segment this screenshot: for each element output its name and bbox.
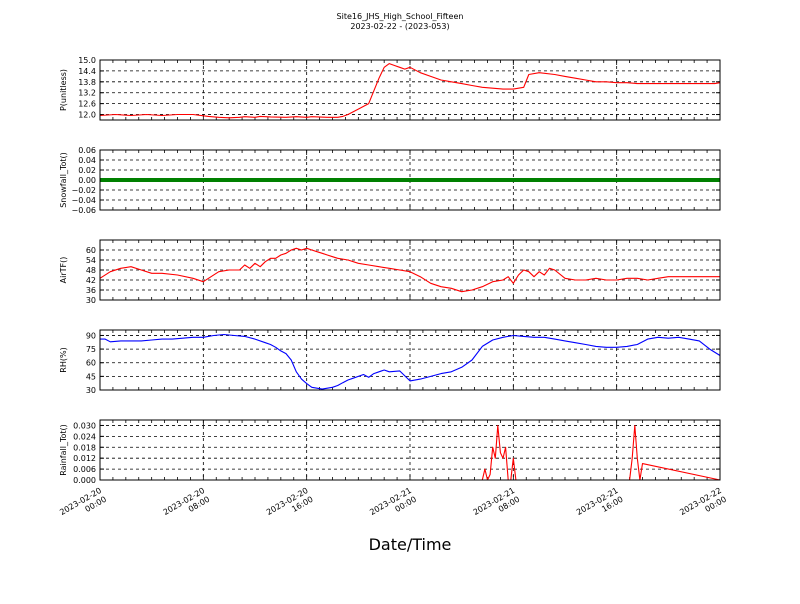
x-tick-label: 2023-02-2108:00 [472, 486, 522, 526]
y-tick-label: 13.8 [78, 78, 96, 87]
y-tick-label: −0.06 [71, 206, 96, 215]
y-tick-label: 0.018 [73, 443, 96, 452]
y-tick-label: 75 [86, 345, 96, 354]
y-axis-label: Rainfall_Tot() [59, 424, 68, 476]
panel-4: 30 45 60 75 90 RH(%) [59, 329, 721, 395]
y-tick-label: 30 [86, 296, 96, 305]
panel-1: 12.0 12.6 13.2 13.8 14.4 15.0 P(unitless) [59, 56, 721, 121]
y-tick-label: 90 [86, 331, 96, 340]
panel-2: −0.06−0.04−0.020.000.020.040.06 Snowfall_… [59, 146, 721, 215]
y-tick-label: 60 [86, 246, 96, 255]
panel-frame [99, 419, 721, 481]
y-tick-label: 30 [86, 386, 96, 395]
series-line-4 [100, 333, 721, 390]
y-tick-label: 13.2 [78, 89, 96, 98]
x-tick-label: 2023-02-2000:00 [58, 486, 108, 526]
y-tick-label: −0.02 [71, 186, 96, 195]
y-tick-label: 42 [86, 276, 96, 285]
y-tick-label: 0.012 [73, 454, 96, 463]
chart-subtitle: 2023-02-22 - (2023-053) [350, 22, 449, 31]
y-axis-label: P(unitless) [59, 69, 68, 111]
x-tick-label: 2023-02-2008:00 [162, 486, 212, 526]
series-line-3 [99, 247, 720, 293]
y-tick-label: 0.06 [78, 146, 96, 155]
y-axis-label: AirTF() [59, 257, 68, 284]
series-line-1 [99, 63, 721, 119]
x-tick-label: 2023-02-2200:00 [678, 486, 728, 526]
y-tick-label: −0.04 [71, 196, 96, 205]
y-tick-label: 0.000 [73, 476, 96, 485]
y-tick-label: 0.006 [73, 465, 96, 474]
panel-frame [99, 149, 721, 211]
y-tick-label: 15.0 [78, 56, 96, 65]
panel-frame [99, 59, 721, 121]
y-tick-label: 36 [86, 286, 96, 295]
chart-title: Site16_JHS_High_School_Fifteen [337, 12, 464, 21]
y-tick-label: 45 [86, 372, 96, 381]
y-tick-label: 54 [86, 256, 96, 265]
y-axis-label: Snowfall_Tot() [59, 152, 68, 208]
y-tick-label: 0.024 [73, 432, 96, 441]
x-tick-label: 2023-02-2100:00 [368, 486, 418, 526]
y-tick-label: 0.04 [78, 156, 96, 165]
y-tick-label: 0.02 [78, 166, 96, 175]
chart-panels: 12.0 12.6 13.2 13.8 14.4 15.0 P(unitless) −0.06… [59, 56, 721, 485]
y-tick-label: 60 [86, 359, 96, 368]
panel-5: 0.000 0.006 0.012 0.018 0.024 0.030 Rainfall_T… [59, 419, 721, 485]
y-tick-label: 0.030 [73, 421, 96, 430]
x-axis-label: Date/Time [369, 535, 452, 554]
y-tick-label: 12.0 [78, 111, 96, 120]
y-tick-label: 12.6 [78, 100, 96, 109]
y-tick-label: 14.4 [78, 67, 96, 76]
y-tick-label: 48 [86, 266, 96, 275]
x-tick-label: 2023-02-2016:00 [265, 486, 315, 526]
y-tick-label: 0.00 [78, 176, 96, 185]
y-axis-label: RH(%) [59, 347, 68, 372]
panel-frame [99, 239, 721, 301]
panel-frame [99, 329, 721, 391]
x-tick-label: 2023-02-2116:00 [575, 486, 625, 526]
x-axis-tick-labels: 2023-02-2000:00 2023-02-2008:00 2023-02-20… [58, 486, 728, 526]
